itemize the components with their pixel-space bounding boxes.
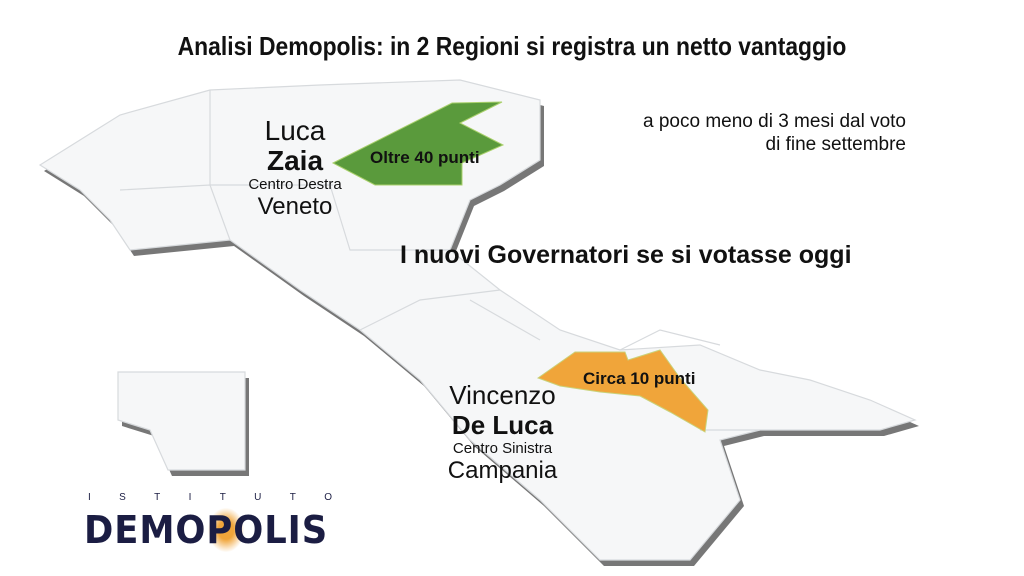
campania-region <box>536 349 709 433</box>
candidate-first-name: Luca <box>264 115 326 146</box>
map-regions <box>38 79 917 561</box>
logo-letter: U <box>254 492 262 503</box>
candidate-region: Campania <box>447 457 558 484</box>
candidate-veneto: Luca Zaia Centro Destra Veneto <box>225 116 365 220</box>
veneto-lead-label: Oltre 40 punti <box>370 148 480 167</box>
candidate-last-name: Zaia <box>266 145 324 176</box>
candidate-coalition: Centro Sinistra <box>452 440 553 457</box>
candidate-last-name: De Luca <box>451 410 554 440</box>
subtitle-line: a poco meno di 3 mesi dal voto <box>643 111 906 132</box>
subtitle: a poco meno di 3 mesi dal voto di fine s… <box>643 110 906 156</box>
candidate-campania: Vincenzo De Luca Centro Sinistra Campani… <box>430 380 575 484</box>
logo-letter: I <box>188 492 192 503</box>
logo-letter: I <box>88 492 91 503</box>
logo: DEMOPOLIS <box>84 508 329 552</box>
logo-letter: O <box>324 492 332 503</box>
veneto-region <box>331 101 505 186</box>
page-title: Analisi Demopolis: in 2 Regioni si regis… <box>177 31 847 61</box>
candidate-region: Veneto <box>257 193 333 220</box>
campania-lead-label: Circa 10 punti <box>583 369 696 388</box>
subtitle-line: di fine settembre <box>765 134 906 155</box>
logo-letter: T <box>219 492 226 503</box>
logo-letter: S <box>119 492 126 503</box>
logo-letter: T <box>289 492 296 503</box>
headline: I nuovi Governatori se si votasse oggi <box>400 241 852 269</box>
logo-accent <box>208 508 244 552</box>
candidate-coalition: Centro Destra <box>248 176 342 193</box>
logo-letter: T <box>154 492 161 503</box>
candidate-first-name: Vincenzo <box>449 380 556 410</box>
